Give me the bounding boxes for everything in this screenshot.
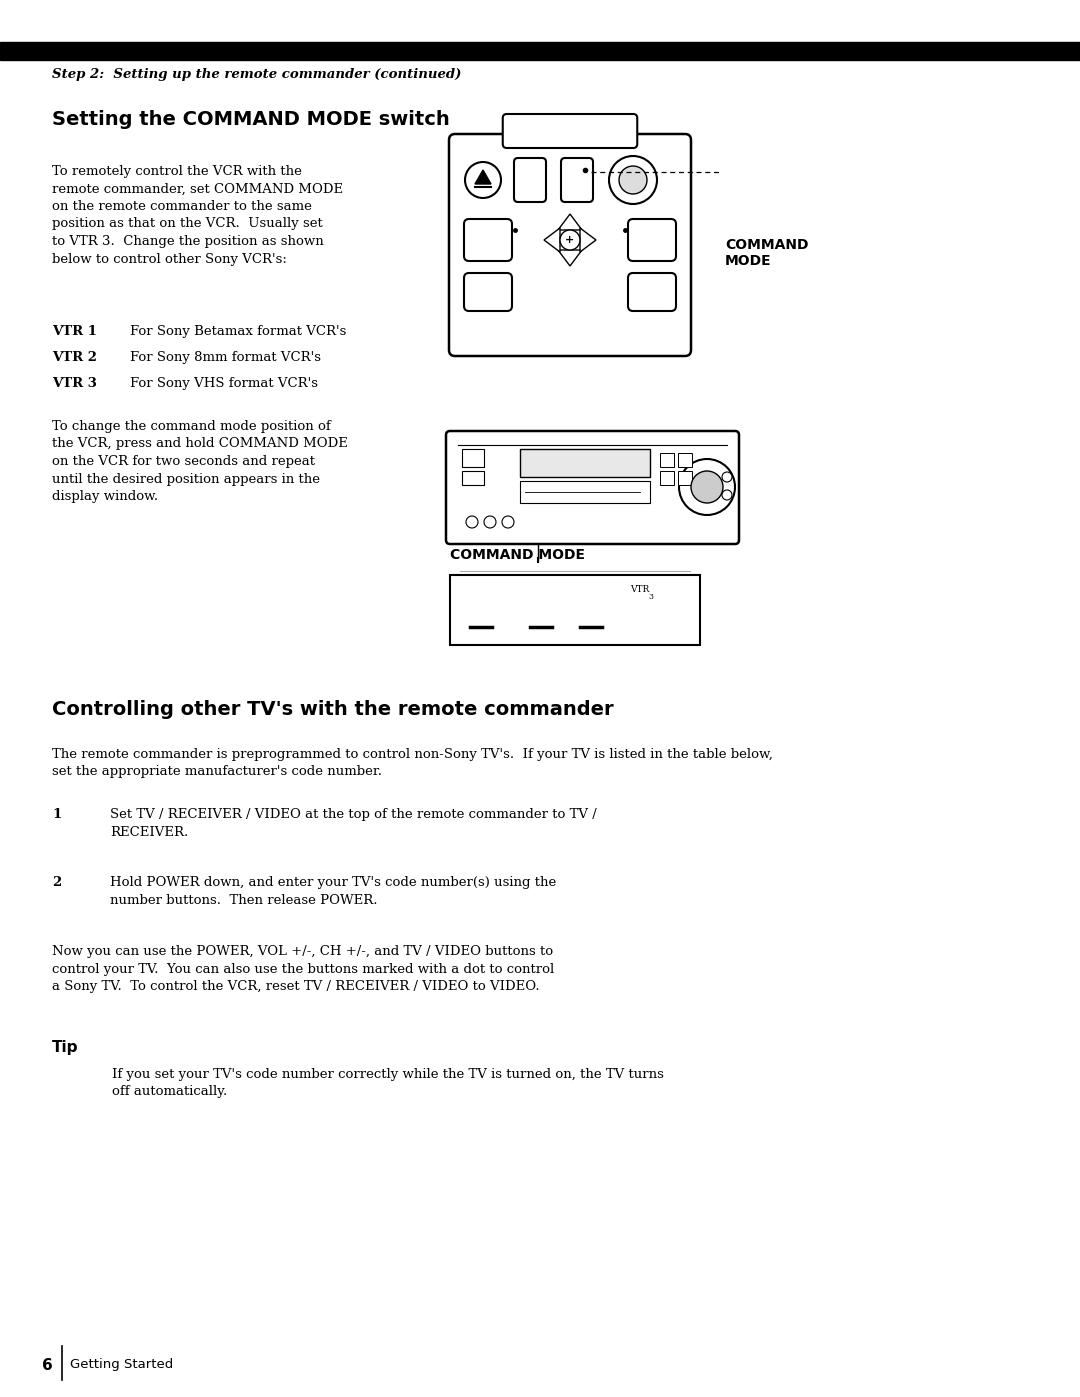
FancyBboxPatch shape [627, 272, 676, 312]
Circle shape [561, 231, 580, 250]
Text: COMMAND
MODE: COMMAND MODE [725, 237, 809, 268]
Text: For Sony Betamax format VCR's: For Sony Betamax format VCR's [130, 326, 347, 338]
Bar [660, 471, 674, 485]
Circle shape [679, 460, 735, 515]
Text: VTR 3: VTR 3 [52, 377, 97, 390]
Text: Set TV / RECEIVER / VIDEO at the top of the remote commander to TV /
RECEIVER.: Set TV / RECEIVER / VIDEO at the top of … [110, 807, 597, 838]
Polygon shape [558, 250, 582, 265]
Circle shape [691, 471, 723, 503]
Text: COMMAND MODE: COMMAND MODE [450, 548, 585, 562]
Bar [519, 448, 650, 476]
Polygon shape [558, 214, 582, 231]
Circle shape [465, 162, 501, 198]
Text: Step 2:  Setting up the remote commander (continued): Step 2: Setting up the remote commander … [52, 68, 461, 81]
Text: 1: 1 [52, 807, 62, 821]
FancyBboxPatch shape [503, 115, 637, 148]
Text: VTR: VTR [630, 585, 649, 594]
FancyBboxPatch shape [627, 219, 676, 261]
Bar [678, 471, 692, 485]
Text: +: + [565, 235, 575, 244]
Circle shape [502, 515, 514, 528]
Circle shape [723, 472, 732, 482]
Text: To change the command mode position of
the VCR, press and hold COMMAND MODE
on t: To change the command mode position of t… [52, 420, 348, 503]
Text: Setting the COMMAND MODE switch: Setting the COMMAND MODE switch [52, 110, 449, 129]
Bar [660, 453, 674, 467]
FancyBboxPatch shape [464, 272, 512, 312]
Circle shape [609, 156, 657, 204]
FancyBboxPatch shape [446, 432, 739, 543]
Text: Now you can use the POWER, VOL +/-, CH +/-, and TV / VIDEO buttons to
control yo: Now you can use the POWER, VOL +/-, CH +… [52, 944, 554, 993]
Text: VTR 1: VTR 1 [52, 326, 97, 338]
Circle shape [619, 166, 647, 194]
Text: If you set your TV's code number correctly while the TV is turned on, the TV tur: If you set your TV's code number correct… [112, 1067, 664, 1098]
FancyBboxPatch shape [464, 219, 512, 261]
Circle shape [465, 515, 478, 528]
FancyBboxPatch shape [449, 134, 691, 356]
Bar [450, 576, 700, 645]
Text: 6: 6 [42, 1358, 53, 1373]
Text: Controlling other TV's with the remote commander: Controlling other TV's with the remote c… [52, 700, 613, 719]
Text: Getting Started: Getting Started [70, 1358, 173, 1370]
Text: To remotely control the VCR with the
remote commander, set COMMAND MODE
on the r: To remotely control the VCR with the rem… [52, 165, 343, 265]
Text: VTR 2: VTR 2 [52, 351, 97, 365]
Text: 3: 3 [648, 592, 653, 601]
Polygon shape [544, 228, 561, 251]
Circle shape [723, 490, 732, 500]
Text: Hold POWER down, and enter your TV's code number(s) using the
number buttons.  T: Hold POWER down, and enter your TV's cod… [110, 876, 556, 907]
Polygon shape [475, 170, 491, 184]
Circle shape [484, 515, 496, 528]
Bar [519, 481, 650, 503]
Bar [678, 453, 692, 467]
FancyBboxPatch shape [561, 158, 593, 203]
FancyBboxPatch shape [514, 158, 546, 203]
Bar [0, 42, 1080, 60]
Bar [462, 448, 484, 467]
Bar [462, 471, 484, 485]
Text: For Sony 8mm format VCR's: For Sony 8mm format VCR's [130, 351, 321, 365]
Polygon shape [580, 228, 596, 251]
Text: Tip: Tip [52, 1039, 79, 1055]
Text: 2: 2 [52, 876, 62, 888]
Text: For Sony VHS format VCR's: For Sony VHS format VCR's [130, 377, 318, 390]
Text: The remote commander is preprogrammed to control non-Sony TV's.  If your TV is l: The remote commander is preprogrammed to… [52, 747, 773, 778]
